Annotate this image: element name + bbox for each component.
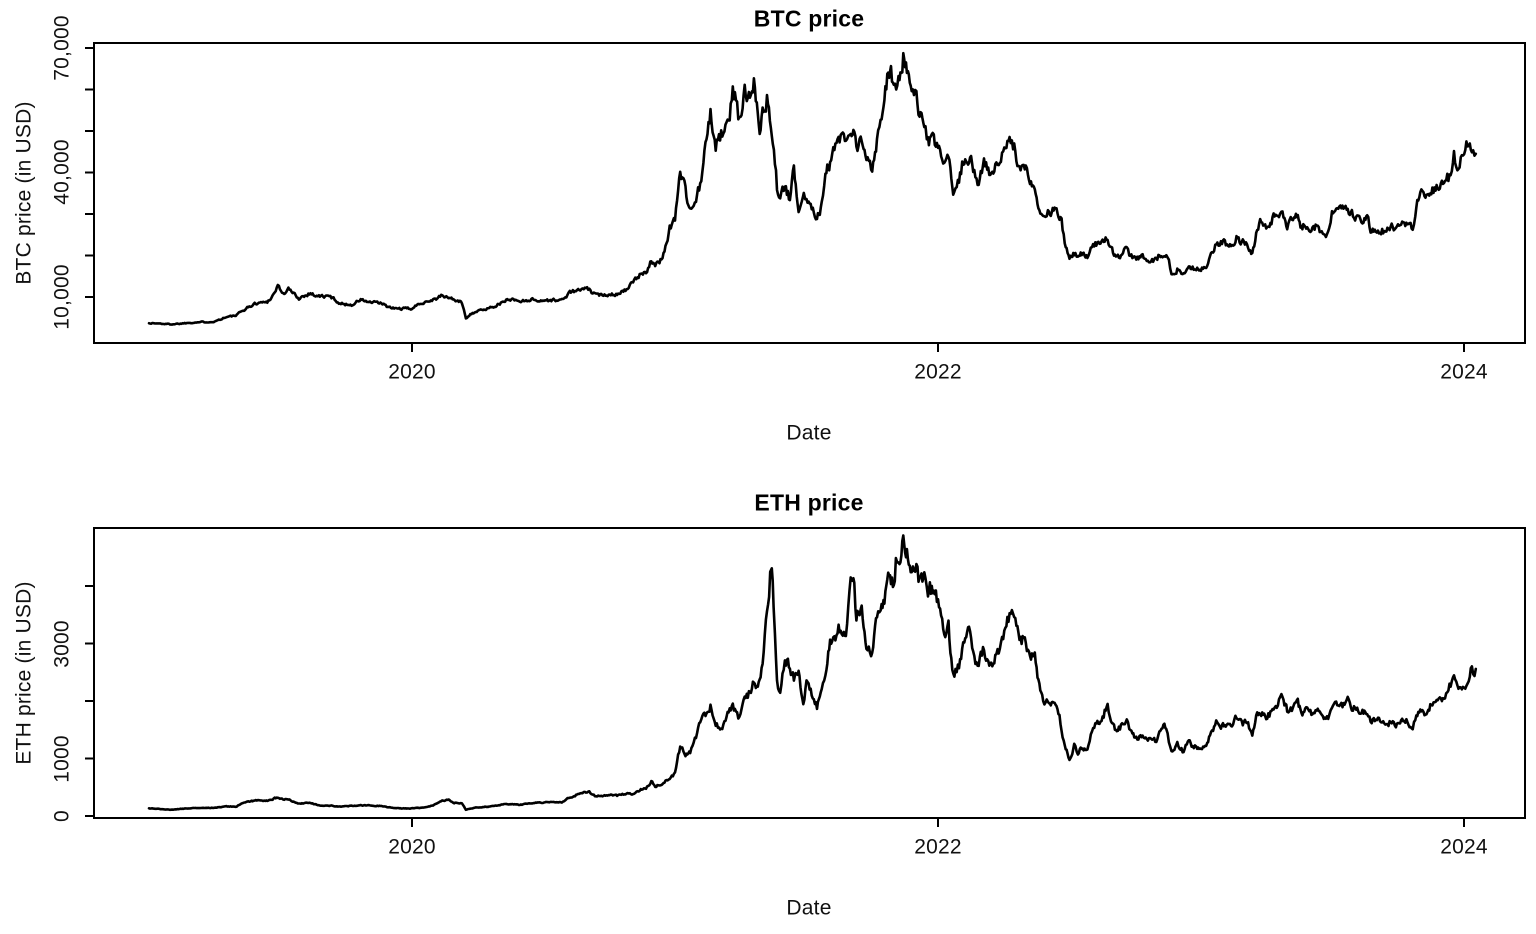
- eth-plot-box: [93, 527, 1526, 819]
- eth-y-axis-title: ETH price (in USD): [12, 581, 36, 765]
- btc-y-tick-label: 10,000: [50, 264, 74, 330]
- btc-y-tick-label: 70,000: [50, 15, 74, 81]
- btc-y-axis-title: BTC price (in USD): [12, 101, 36, 285]
- btc-x-tick-label: 2020: [388, 360, 436, 384]
- btc-x-tick-label: 2022: [914, 360, 962, 384]
- eth-x-tick-label: 2022: [914, 835, 962, 859]
- eth-y-tick-label: 0: [50, 810, 74, 822]
- eth-y-tick-label: 3000: [50, 619, 74, 668]
- eth-x-axis-title: Date: [786, 896, 832, 920]
- eth-price-line: [147, 534, 1478, 812]
- eth-y-tick-label: 1000: [50, 734, 74, 783]
- btc-y-tick-label: 40,000: [50, 139, 74, 206]
- btc-chart-title: BTC price: [753, 5, 865, 32]
- eth-x-tick-label: 2024: [1440, 835, 1488, 859]
- eth-chart-title: ETH price: [754, 489, 864, 516]
- btc-plot-box: [93, 42, 1526, 344]
- btc-price-line: [147, 51, 1478, 326]
- eth-x-tick-label: 2020: [388, 835, 436, 859]
- btc-x-tick-label: 2024: [1440, 360, 1488, 384]
- btc-x-axis-title: Date: [786, 421, 832, 445]
